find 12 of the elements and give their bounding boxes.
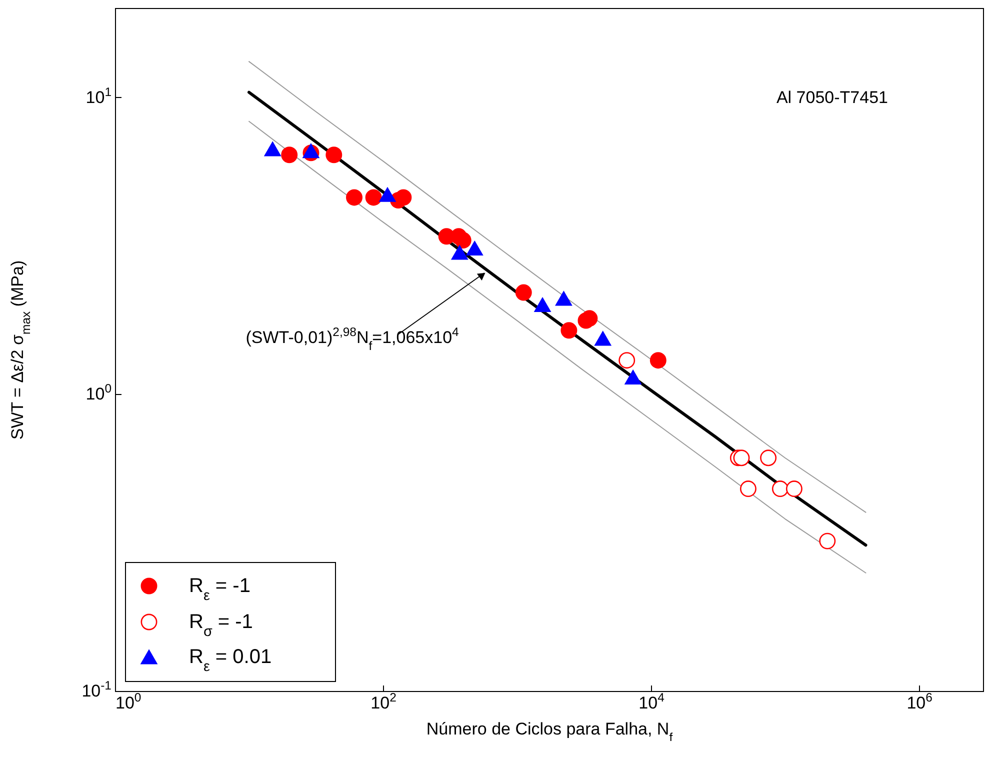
y-tick-label: 10$^{1}$ xyxy=(86,84,112,107)
x-tick-label: 10$^{6}$ xyxy=(906,690,933,712)
annotation: Al 7050-T7451 xyxy=(776,88,888,107)
y-tick-label: 10$^{0}$ xyxy=(86,382,112,404)
annotation: (SWT-0,01)$^{2,98}$N$_{f}$=1,065x10$^{4}$ xyxy=(246,325,460,354)
y-tick-label: 10$^{-1}$ xyxy=(82,678,112,700)
legend-label: R$_{ε}$ = 0.01 xyxy=(189,646,272,675)
x-tick-label: 10$^{0}$ xyxy=(116,690,142,712)
legend-label: R$_{σ}$ = -1 xyxy=(189,611,253,640)
legend-label: R$_{ε}$ = -1 xyxy=(189,575,250,604)
x-tick-label: 10$^{2}$ xyxy=(370,690,397,712)
x-tick-label: 10$^{4}$ xyxy=(638,690,665,712)
